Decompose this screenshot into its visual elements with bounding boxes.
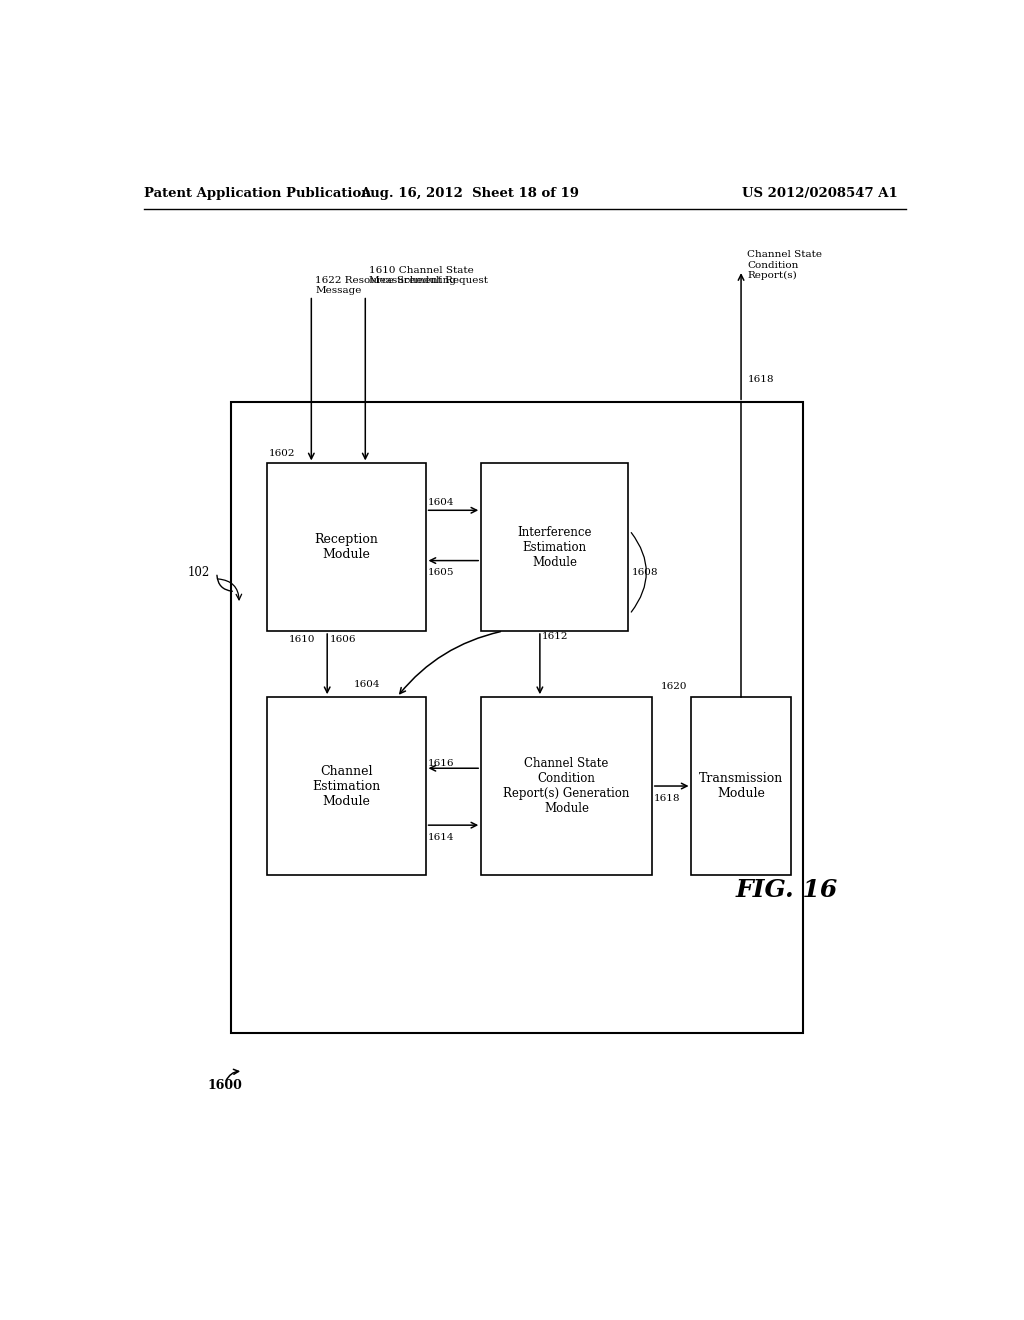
- Text: Channel State
Condition
Report(s): Channel State Condition Report(s): [748, 251, 822, 280]
- Text: 1604: 1604: [428, 498, 455, 507]
- Text: 1606: 1606: [330, 635, 356, 644]
- Text: 1610: 1610: [289, 635, 315, 644]
- Text: 1604: 1604: [354, 680, 381, 689]
- Text: 1610 Channel State
Measurement Request: 1610 Channel State Measurement Request: [370, 265, 488, 285]
- Text: 1614: 1614: [428, 833, 455, 842]
- Text: Channel
Estimation
Module: Channel Estimation Module: [312, 764, 380, 808]
- Text: 1618: 1618: [654, 793, 681, 803]
- Text: US 2012/0208547 A1: US 2012/0208547 A1: [742, 187, 898, 201]
- Text: 1602: 1602: [269, 449, 296, 458]
- Bar: [691, 697, 791, 875]
- Text: 1605: 1605: [428, 569, 455, 577]
- Text: 1616: 1616: [428, 759, 455, 768]
- Text: 1608: 1608: [632, 568, 658, 577]
- Text: FIG. 16: FIG. 16: [735, 878, 838, 902]
- Text: Patent Application Publication: Patent Application Publication: [143, 187, 371, 201]
- Text: Transmission
Module: Transmission Module: [699, 772, 783, 800]
- Bar: [481, 463, 628, 631]
- Text: Interference
Estimation
Module: Interference Estimation Module: [517, 525, 592, 569]
- Text: 1612: 1612: [543, 631, 568, 640]
- Bar: [231, 403, 803, 1032]
- Text: 1622 Resource Scheduling
Message: 1622 Resource Scheduling Message: [315, 276, 457, 296]
- Bar: [267, 463, 426, 631]
- Bar: [267, 697, 426, 875]
- Text: Reception
Module: Reception Module: [314, 533, 378, 561]
- Text: 1620: 1620: [660, 682, 687, 692]
- Text: Aug. 16, 2012  Sheet 18 of 19: Aug. 16, 2012 Sheet 18 of 19: [359, 187, 579, 201]
- Text: Channel State
Condition
Report(s) Generation
Module: Channel State Condition Report(s) Genera…: [503, 758, 630, 814]
- Text: 1600: 1600: [207, 1078, 243, 1092]
- Bar: [481, 697, 652, 875]
- Text: 102: 102: [187, 566, 210, 579]
- Text: 1618: 1618: [748, 375, 774, 384]
